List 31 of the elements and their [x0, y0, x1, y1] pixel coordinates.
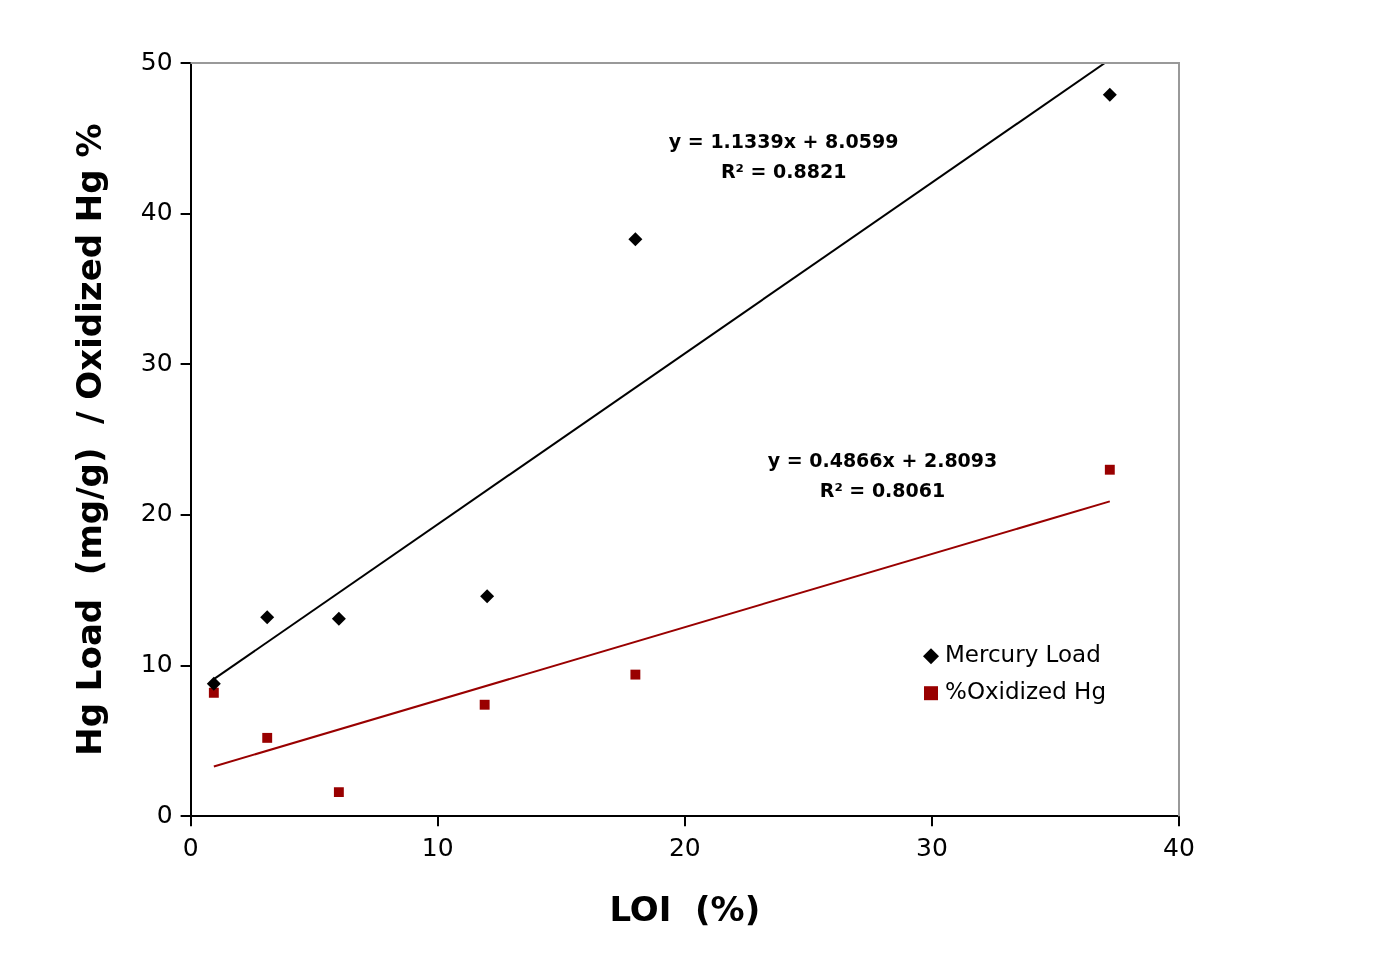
y-tick-label: 50: [140, 46, 173, 76]
y-tick-label: 20: [140, 498, 173, 528]
x-tick-label: 0: [182, 832, 199, 862]
point: [628, 232, 643, 247]
point: [1104, 464, 1115, 475]
point: [208, 687, 219, 698]
x-tick-label: 20: [668, 832, 701, 862]
annotation: R² = 0.8061: [819, 479, 946, 502]
point: [1102, 87, 1117, 102]
x-tick-label: 10: [421, 832, 454, 862]
annotation: y = 0.4866x + 2.8093: [767, 449, 998, 472]
annotation: R² = 0.8821: [720, 159, 847, 182]
y-axis-title: Hg Load (mg/g) / Oxidized Hg %: [69, 123, 110, 756]
point: [262, 732, 273, 743]
point: [260, 610, 275, 625]
point: [630, 669, 641, 680]
point: [479, 699, 490, 710]
x-tick-label: 30: [916, 832, 948, 862]
point: [206, 676, 221, 691]
x-axis-title: LOI (%): [609, 889, 761, 930]
y-tick-label: 0: [156, 799, 173, 829]
y-tick-label: 30: [140, 347, 173, 377]
annotation: y = 1.1339x + 8.0599: [668, 129, 899, 152]
point: [480, 589, 495, 604]
legend-label: %Oxidized Hg: [945, 678, 1107, 705]
point: [331, 611, 346, 626]
point: [333, 787, 344, 798]
x-tick-label: 40: [1163, 832, 1195, 862]
y-tick-label: 10: [140, 649, 173, 679]
legend-label: Mercury Load: [945, 641, 1101, 668]
y-tick-label: 40: [140, 197, 173, 227]
